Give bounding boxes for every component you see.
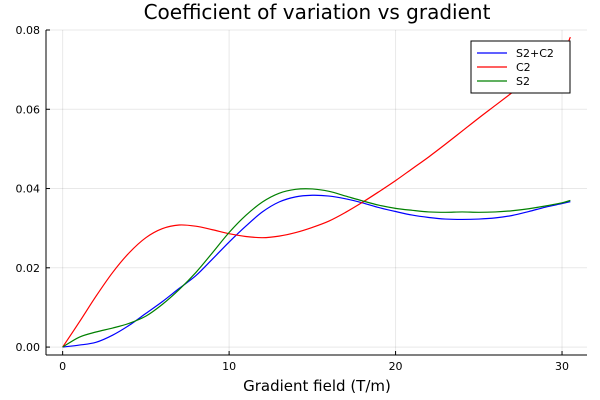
series-lines bbox=[62, 36, 571, 348]
y-tick-label: 0.02 bbox=[16, 262, 41, 275]
series-line-s2-c2 bbox=[62, 194, 571, 348]
chart-title: Coefficient of variation vs gradient bbox=[144, 0, 491, 24]
legend-label: C2 bbox=[516, 61, 531, 74]
x-axis-label: Gradient field (T/m) bbox=[243, 377, 391, 395]
series-line-s2 bbox=[62, 188, 571, 348]
y-tick-label: 0.00 bbox=[16, 341, 41, 354]
axes bbox=[45, 29, 587, 356]
x-tick-label: 20 bbox=[389, 360, 403, 373]
tick-labels: 0 10 20 30 0.00 0.02 0.04 0.06 0.08 bbox=[16, 24, 570, 373]
y-tick-label: 0.04 bbox=[16, 183, 41, 196]
y-tick-label: 0.06 bbox=[16, 103, 41, 116]
x-tick-label: 10 bbox=[222, 360, 236, 373]
grid-lines bbox=[46, 29, 587, 355]
legend-label: S2 bbox=[516, 75, 530, 88]
x-tick-label: 30 bbox=[555, 360, 569, 373]
y-tick-label: 0.08 bbox=[16, 24, 41, 37]
x-tick-label: 0 bbox=[59, 360, 66, 373]
legend-label: S2+C2 bbox=[516, 47, 554, 60]
series-line-c2 bbox=[62, 36, 571, 348]
